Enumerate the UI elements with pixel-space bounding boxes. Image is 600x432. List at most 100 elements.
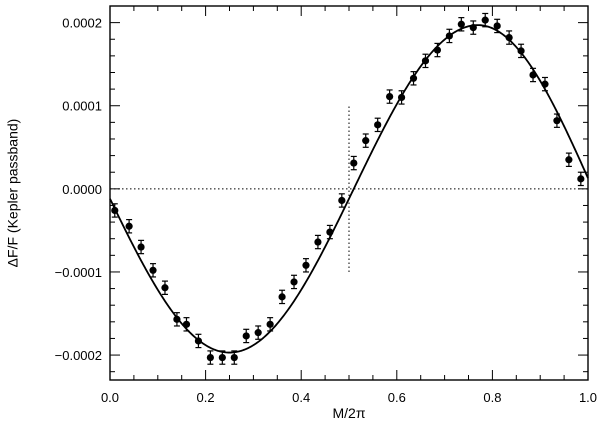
data-point-marker bbox=[125, 222, 133, 230]
y-tick-label: 0.0000 bbox=[62, 182, 102, 197]
data-point-24 bbox=[397, 90, 406, 105]
data-point-19 bbox=[338, 193, 346, 208]
data-point-marker bbox=[302, 261, 310, 269]
data-point-12 bbox=[254, 325, 262, 340]
data-point-marker bbox=[206, 353, 214, 362]
data-point-1 bbox=[125, 218, 133, 234]
data-point-marker bbox=[173, 315, 181, 323]
model-curve-layer bbox=[109, 24, 589, 354]
data-point-marker bbox=[517, 47, 525, 55]
data-point-4 bbox=[161, 280, 169, 295]
data-point-7 bbox=[194, 333, 203, 349]
data-point-marker bbox=[433, 46, 442, 54]
data-point-marker bbox=[565, 156, 573, 164]
data-point-marker bbox=[553, 117, 561, 125]
data-point-36 bbox=[541, 76, 549, 92]
data-point-39 bbox=[577, 171, 585, 187]
data-point-marker bbox=[149, 266, 157, 274]
data-point-marker bbox=[529, 71, 537, 79]
model-curve bbox=[109, 24, 589, 354]
data-point-marker bbox=[182, 320, 191, 328]
x-tick-label: 1.0 bbox=[579, 390, 597, 405]
x-tick-labels: 0.0 0.2 0.4 0.6 0.8 1.0 bbox=[101, 390, 597, 405]
data-point-28 bbox=[445, 28, 453, 44]
data-point-21 bbox=[362, 133, 370, 148]
y-tick-label: 0.0002 bbox=[62, 16, 102, 31]
data-point-18 bbox=[326, 224, 334, 240]
data-point-marker bbox=[386, 92, 394, 101]
data-point-10 bbox=[230, 350, 238, 365]
data-point-27 bbox=[433, 42, 442, 58]
x-tick-label: 0.0 bbox=[101, 390, 119, 405]
data-point-38 bbox=[565, 152, 573, 168]
data-point-marker bbox=[421, 57, 430, 65]
data-point-marker bbox=[290, 278, 298, 286]
data-point-marker bbox=[493, 22, 501, 30]
data-point-marker bbox=[457, 20, 465, 28]
data-point-32 bbox=[493, 18, 501, 34]
data-point-marker bbox=[469, 24, 477, 32]
data-point-0 bbox=[111, 203, 119, 218]
data-point-5 bbox=[173, 312, 181, 327]
data-point-marker bbox=[137, 243, 145, 251]
data-point-marker bbox=[397, 93, 406, 102]
data-point-marker bbox=[350, 159, 358, 167]
data-point-31 bbox=[481, 12, 489, 28]
data-point-2 bbox=[137, 239, 145, 255]
x-axis-title: M/2π bbox=[333, 405, 366, 421]
x-tick-label: 0.4 bbox=[292, 390, 310, 405]
data-point-marker bbox=[194, 337, 203, 345]
data-point-23 bbox=[386, 89, 394, 104]
data-point-marker bbox=[362, 137, 370, 145]
data-point-14 bbox=[278, 289, 286, 305]
data-point-marker bbox=[481, 16, 489, 24]
y-tick-labels: −0.0002 −0.0001 0.0000 0.0001 0.0002 bbox=[55, 16, 102, 363]
data-point-33 bbox=[505, 30, 513, 45]
data-point-16 bbox=[302, 258, 310, 273]
x-tick-label: 0.6 bbox=[388, 390, 406, 405]
data-point-marker bbox=[445, 32, 453, 40]
data-point-marker bbox=[541, 80, 549, 88]
data-point-marker bbox=[111, 206, 119, 215]
data-point-marker bbox=[161, 284, 169, 292]
data-point-marker bbox=[314, 238, 322, 246]
data-point-marker bbox=[374, 121, 382, 129]
data-point-marker bbox=[409, 74, 418, 82]
y-tick-label: 0.0001 bbox=[62, 99, 102, 114]
data-point-marker bbox=[326, 228, 334, 236]
data-point-marker bbox=[338, 196, 346, 205]
data-point-29 bbox=[457, 17, 465, 32]
axis-ticks bbox=[109, 5, 589, 380]
data-point-6 bbox=[182, 317, 191, 332]
data-point-30 bbox=[469, 20, 477, 35]
data-point-marker bbox=[266, 320, 274, 328]
data-point-26 bbox=[421, 53, 430, 69]
data-points-layer bbox=[111, 12, 585, 365]
y-tick-label: −0.0002 bbox=[55, 348, 102, 363]
data-point-11 bbox=[242, 328, 250, 344]
data-point-marker bbox=[230, 353, 238, 362]
x-tick-label: 0.8 bbox=[483, 390, 501, 405]
data-point-marker bbox=[242, 332, 250, 340]
data-point-37 bbox=[553, 113, 561, 128]
reference-lines bbox=[110, 105, 588, 272]
data-point-22 bbox=[374, 117, 382, 133]
data-point-25 bbox=[409, 71, 418, 86]
data-point-20 bbox=[350, 155, 358, 171]
data-point-17 bbox=[314, 234, 322, 250]
data-point-marker bbox=[577, 175, 585, 183]
data-point-9 bbox=[218, 350, 226, 365]
y-axis-title: ΔF/F (Kepler passband) bbox=[5, 119, 21, 268]
data-point-marker bbox=[218, 353, 226, 362]
data-point-8 bbox=[206, 350, 214, 365]
data-point-15 bbox=[290, 274, 298, 290]
y-tick-label: −0.0001 bbox=[55, 265, 102, 280]
data-point-34 bbox=[517, 43, 525, 59]
data-point-marker bbox=[278, 293, 286, 301]
data-point-3 bbox=[149, 263, 157, 278]
x-tick-label: 0.2 bbox=[197, 390, 215, 405]
data-point-35 bbox=[529, 67, 537, 83]
data-point-marker bbox=[254, 329, 262, 337]
data-point-13 bbox=[266, 317, 274, 332]
